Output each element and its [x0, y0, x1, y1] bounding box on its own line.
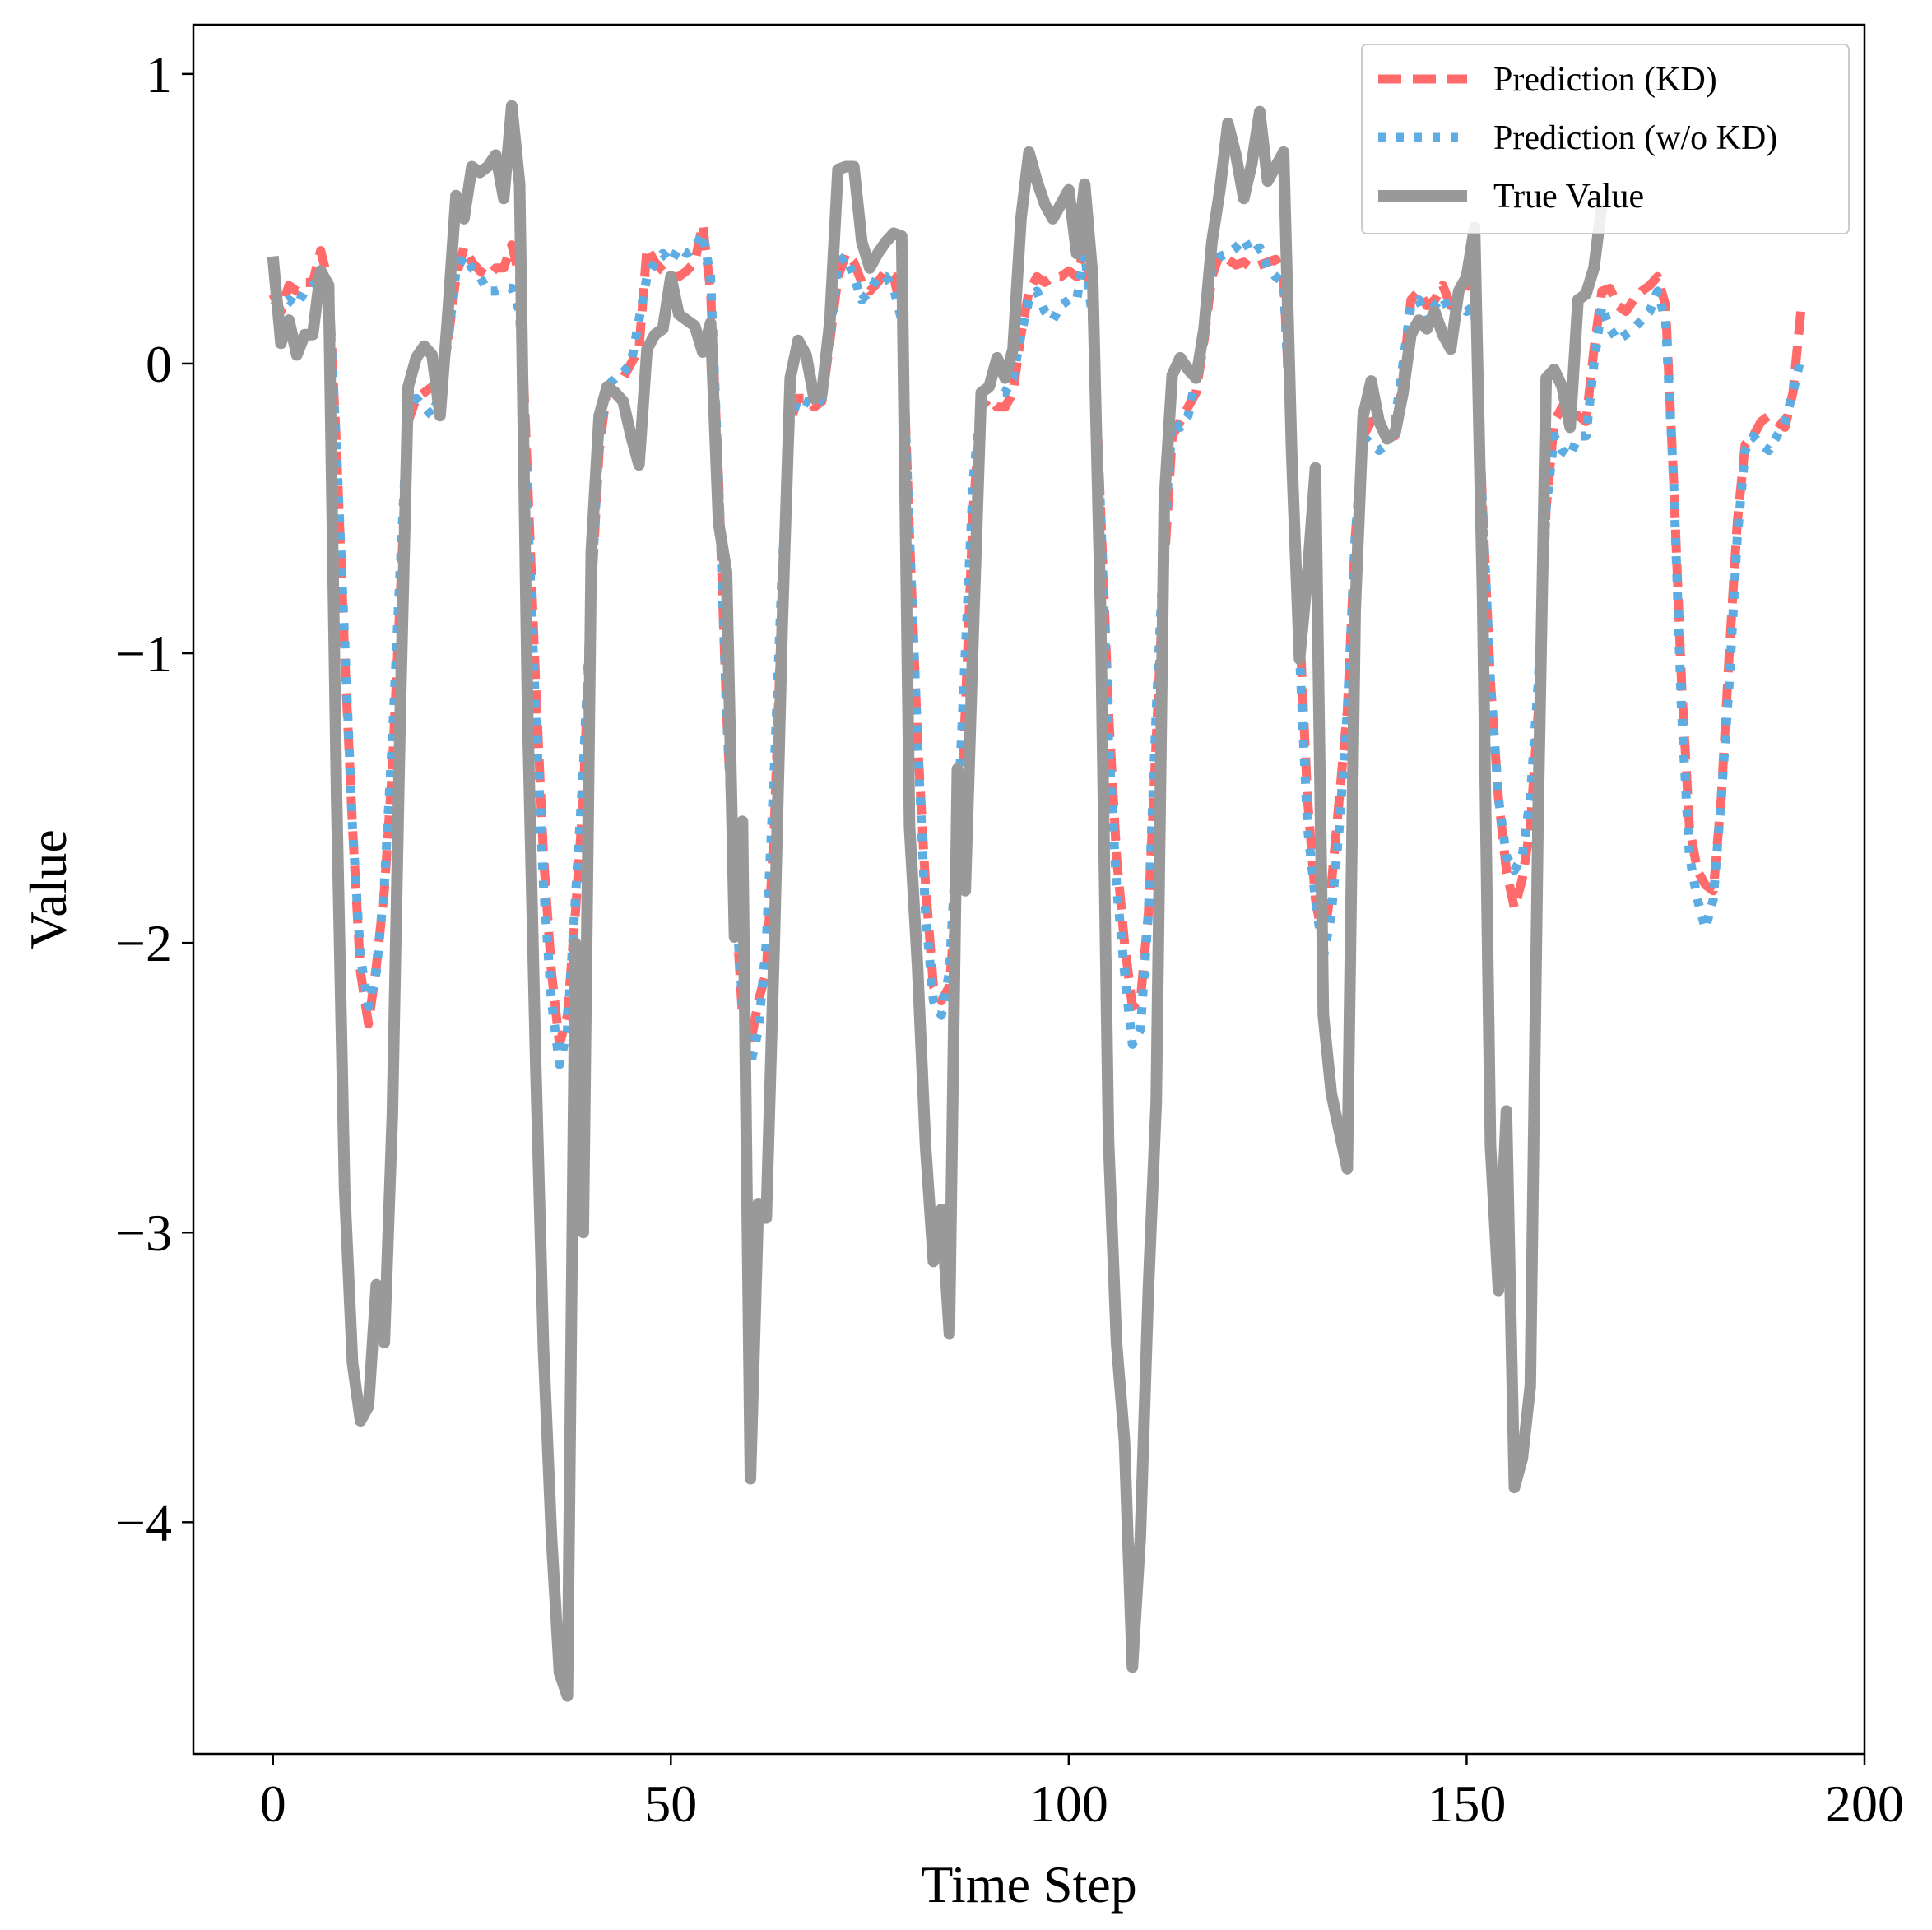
y-tick-label: −3: [116, 1204, 172, 1262]
series-line-true-value: [267, 100, 1608, 1702]
legend-label: Prediction (KD): [1493, 61, 1717, 99]
legend: Prediction (KD) Prediction (w/o KD) True V…: [1361, 44, 1850, 234]
y-axis-title: Value: [19, 829, 77, 949]
y-tick-label: −4: [116, 1493, 172, 1552]
y-tick-label: −2: [116, 914, 172, 972]
plot-frame: [192, 23, 1866, 1756]
y-tick-label: 1: [146, 45, 172, 104]
legend-box: [1361, 44, 1850, 234]
series-layer: [267, 100, 1806, 1702]
y-axis: 1 0 −1 −2 −3 −4: [116, 45, 193, 1552]
legend-label: Prediction (w/o KD): [1493, 119, 1777, 157]
legend-label: True Value: [1493, 178, 1644, 216]
x-tick-label: 150: [1427, 1775, 1506, 1833]
x-tick-label: 100: [1029, 1775, 1108, 1833]
x-tick-label: 200: [1825, 1775, 1904, 1833]
y-tick-label: −1: [116, 624, 172, 683]
x-tick-label: 0: [260, 1775, 286, 1833]
x-tick-label: 50: [644, 1775, 697, 1833]
x-axis-title: Time Step: [921, 1855, 1137, 1914]
x-axis: 0 50 100 150 200: [260, 1754, 1904, 1833]
y-tick-label: 0: [146, 335, 172, 393]
